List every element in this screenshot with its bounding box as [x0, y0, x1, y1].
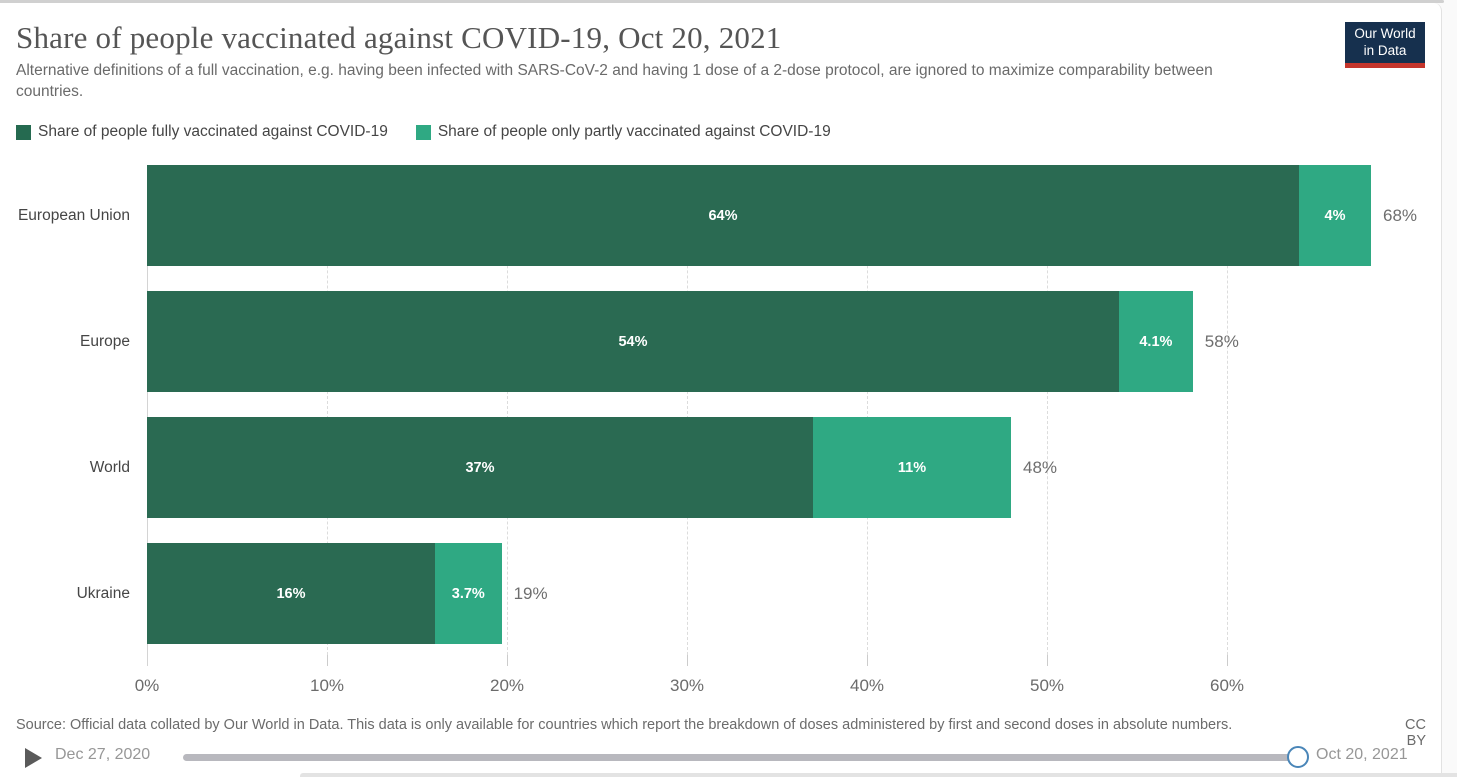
- axis-tick: [867, 655, 868, 666]
- owid-logo[interactable]: Our World in Data: [1345, 22, 1425, 68]
- bar-segment-partly-vaccinated[interactable]: 11%: [813, 417, 1011, 518]
- legend-item-partly-vaccinated: Share of people only partly vaccinated a…: [415, 123, 831, 141]
- timeline-slider-track[interactable]: [183, 754, 1293, 761]
- gridline: [1047, 165, 1048, 655]
- gridline: [687, 165, 688, 655]
- axis-tick: [507, 655, 508, 666]
- bar-segment-fully-vaccinated[interactable]: 37%: [147, 417, 813, 518]
- bar-value-label: 37%: [465, 459, 495, 476]
- legend-swatch-fully-vaccinated-icon: [16, 124, 31, 140]
- axis-tick-label: 30%: [669, 676, 705, 695]
- bar-value-label: 54%: [618, 333, 648, 350]
- bar-segment-fully-vaccinated[interactable]: 54%: [147, 291, 1119, 392]
- axis-tick-label: 0%: [134, 676, 160, 695]
- bar-value-label: 64%: [708, 207, 738, 224]
- timeline-start-date: Dec 27, 2020: [55, 746, 151, 763]
- owid-logo-line1: Our World: [1354, 25, 1416, 41]
- bar-segment-partly-vaccinated[interactable]: 3.7%: [435, 543, 502, 644]
- gridline: [327, 165, 328, 655]
- bottom-divider: [300, 773, 1457, 777]
- bar-value-label: 11%: [897, 459, 927, 476]
- top-strip: [0, 0, 1444, 3]
- category-label: World: [89, 458, 130, 476]
- bar-value-label: 16%: [276, 585, 306, 602]
- timeline: Dec 27, 2020 Oct 20, 2021: [0, 740, 1442, 774]
- bar-total-label: 68%: [1383, 205, 1418, 225]
- bar-value-label: 3.7%: [451, 585, 485, 602]
- gridline: [1227, 165, 1228, 655]
- category-label: Europe: [80, 332, 130, 350]
- play-icon[interactable]: [25, 748, 42, 768]
- bar-segment-fully-vaccinated[interactable]: 64%: [147, 165, 1299, 266]
- legend: Share of people fully vaccinated against…: [16, 123, 831, 141]
- legend-label: Share of people only partly vaccinated a…: [437, 123, 831, 140]
- chart-subtitle: Alternative definitions of a full vaccin…: [16, 62, 1213, 101]
- legend-label: Share of people fully vaccinated against…: [38, 123, 388, 140]
- owid-logo-line2: in Data: [1363, 42, 1407, 58]
- gridline: [507, 165, 508, 655]
- axis-tick: [687, 655, 688, 666]
- timeline-slider-handle[interactable]: [1287, 746, 1309, 768]
- bar-total-label: 19%: [513, 583, 548, 603]
- y-axis-line: [147, 165, 148, 666]
- category-label: European Union: [17, 206, 130, 224]
- bar-segment-partly-vaccinated[interactable]: 4.1%: [1119, 291, 1193, 392]
- axis-tick-label: 10%: [309, 676, 345, 695]
- timeline-end-date: Oct 20, 2021: [1316, 746, 1408, 763]
- axis-tick: [327, 655, 328, 666]
- page-title: Share of people vaccinated against COVID…: [16, 20, 782, 55]
- bar-value-label: 4.1%: [1139, 333, 1173, 350]
- legend-item-fully-vaccinated: Share of people fully vaccinated against…: [16, 123, 388, 141]
- bar-total-label: 48%: [1023, 457, 1058, 477]
- bar-total-label: 58%: [1204, 331, 1239, 351]
- source-note: Source: Official data collated by Our Wo…: [16, 717, 1233, 733]
- bar-segment-partly-vaccinated[interactable]: 4%: [1299, 165, 1371, 266]
- axis-tick-label: 50%: [1029, 676, 1065, 695]
- legend-swatch-partly-vaccinated-icon: [415, 124, 431, 140]
- axis-tick-label: 40%: [849, 676, 885, 695]
- category-label: Ukraine: [76, 584, 130, 602]
- axis-tick-label: 20%: [489, 676, 525, 695]
- axis-tick-label: 60%: [1209, 676, 1245, 695]
- axis-tick: [1047, 655, 1048, 666]
- license-link[interactable]: CC BY: [1405, 717, 1426, 749]
- bar-segment-fully-vaccinated[interactable]: 16%: [147, 543, 435, 644]
- axis-tick: [1227, 655, 1228, 666]
- bar-value-label: 4%: [1324, 207, 1346, 224]
- gridline: [867, 165, 868, 655]
